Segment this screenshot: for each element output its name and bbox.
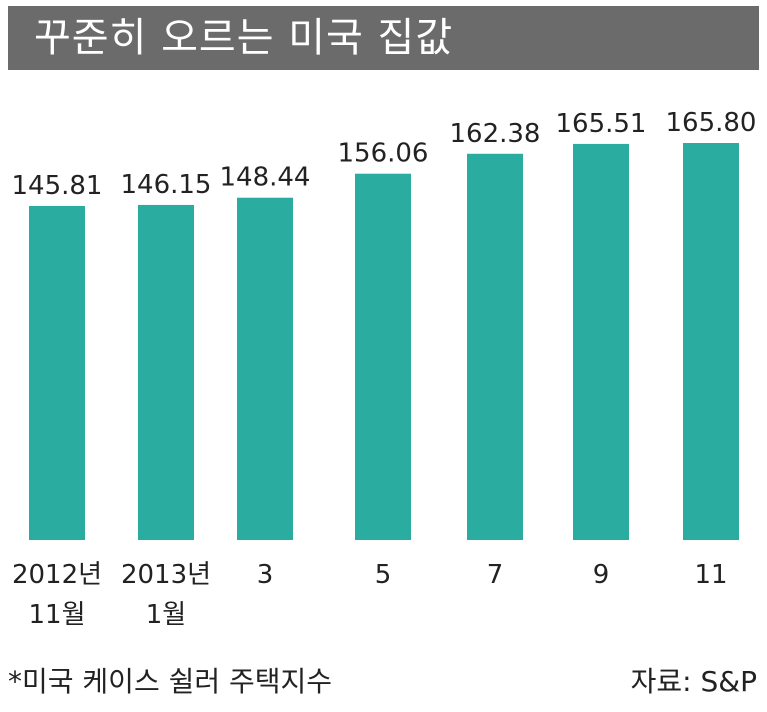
value-label-2: 148.44 [220, 163, 311, 193]
value-label-5: 165.51 [556, 109, 647, 139]
category-label-2-0: 3 [257, 560, 274, 590]
bar-2 [237, 197, 293, 540]
category-label-0-0: 2012년 [12, 560, 102, 590]
value-label-6: 165.80 [666, 108, 757, 138]
value-label-3: 156.06 [338, 139, 429, 169]
bar-1 [138, 204, 194, 540]
value-label-4: 162.38 [450, 119, 541, 149]
source-label: 자료: S&P [630, 665, 757, 698]
footnote: *미국 케이스 쉴러 주택지수 [8, 665, 333, 698]
bars-group [29, 143, 739, 541]
title-bar: 꾸준히 오르는 미국 집값 [8, 6, 759, 70]
bar-0 [29, 206, 85, 540]
value-label-1: 146.15 [121, 170, 212, 200]
category-label-1-0: 2013년 [121, 560, 211, 590]
bar-6 [683, 143, 739, 540]
chart-title: 꾸준히 오르는 미국 집값 [34, 15, 454, 61]
value-label-0: 145.81 [12, 171, 103, 201]
category-label-6-0: 11 [694, 560, 727, 590]
category-label-1-1: 1월 [146, 600, 186, 630]
bar-3 [355, 173, 411, 540]
category-label-3-0: 5 [375, 560, 392, 590]
value-labels-group: 145.81 146.15 148.44 156.06 162.38 165.51 165.… [12, 108, 757, 201]
bar-4 [467, 153, 523, 541]
category-label-5-0: 9 [593, 560, 610, 590]
bar-5 [573, 143, 629, 541]
category-labels-group: 2012년 11월 2013년 1월 3 5 7 9 11 [12, 560, 728, 630]
category-label-0-1: 11월 [28, 600, 85, 630]
category-label-4-0: 7 [487, 560, 504, 590]
